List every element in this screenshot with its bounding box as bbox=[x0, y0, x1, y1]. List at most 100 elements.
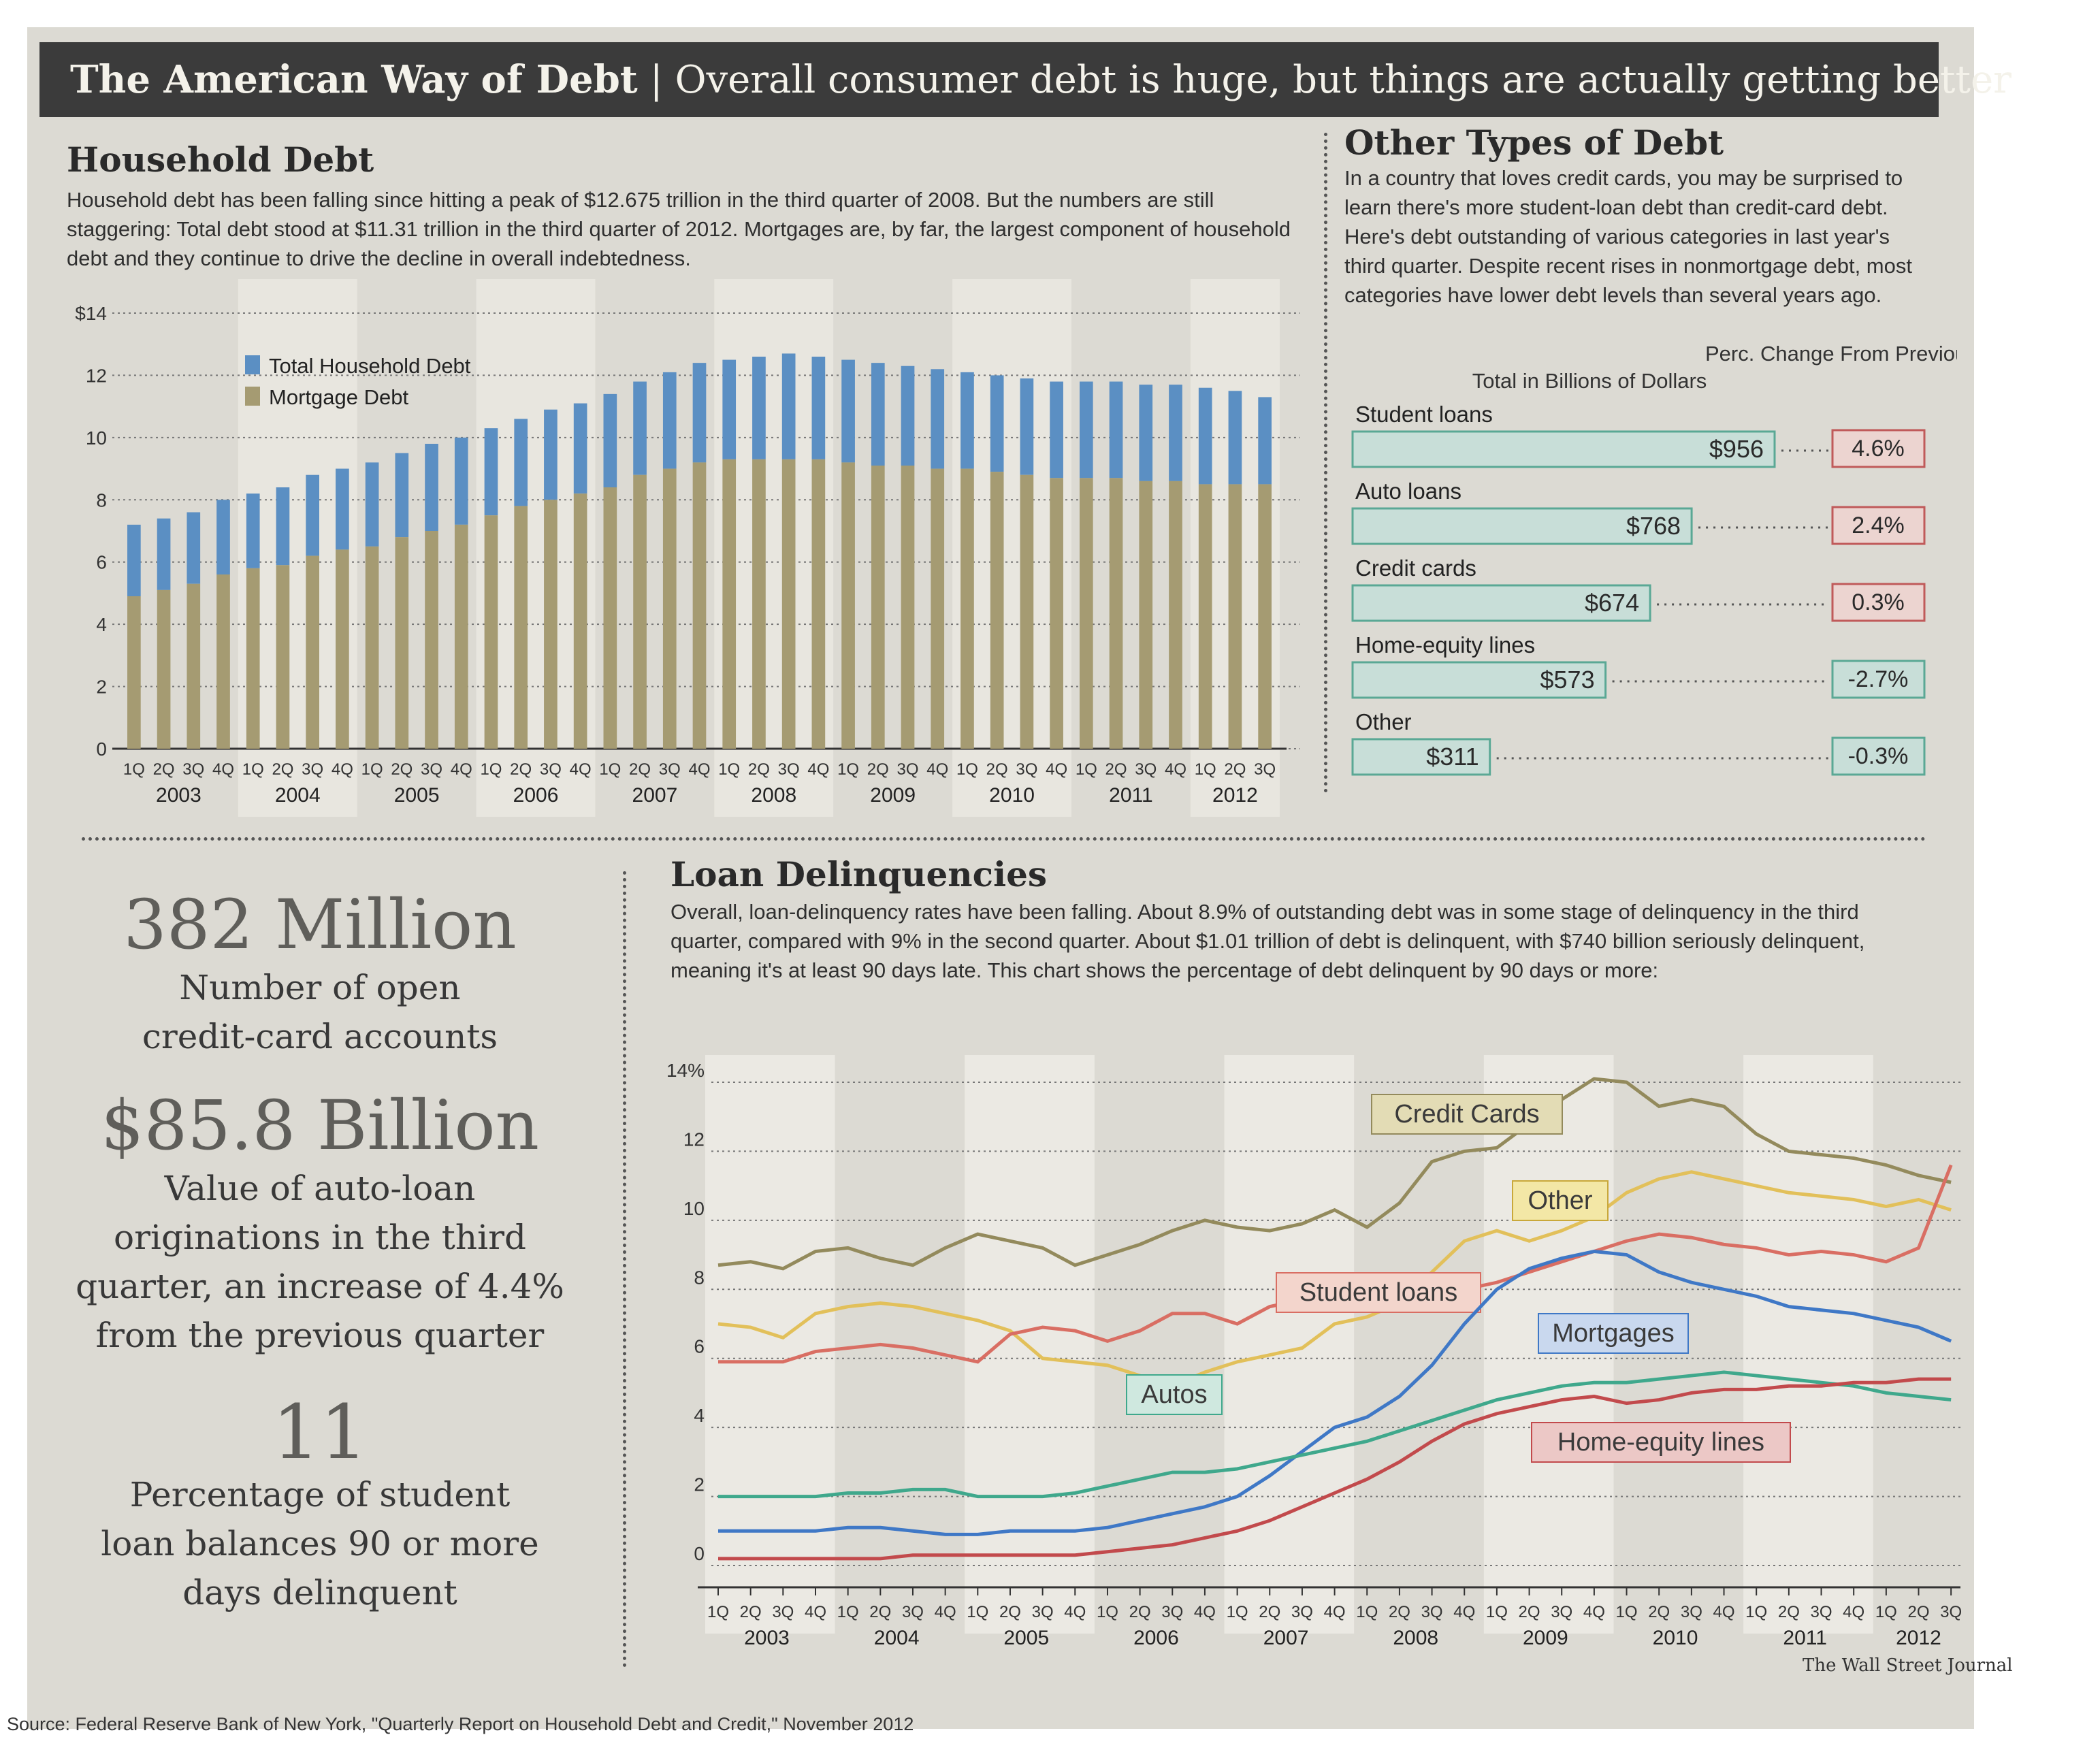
bar-total-household-debt bbox=[1228, 391, 1242, 485]
x-year-label: 2010 bbox=[989, 784, 1035, 807]
x-tick-label: 1Q bbox=[956, 760, 978, 779]
pct-change-label: 0.3% bbox=[1852, 589, 1905, 615]
x-year-label: 2007 bbox=[632, 784, 678, 807]
amount-bar bbox=[1351, 738, 1491, 776]
amount-bar bbox=[1351, 584, 1651, 622]
x-tick-label: 1Q bbox=[123, 760, 145, 779]
bar-mortgage-debt bbox=[395, 537, 409, 749]
series-line-credit-cards bbox=[717, 1077, 1952, 1271]
bar-mortgage-debt bbox=[544, 500, 558, 749]
x-tick-label: 1Q bbox=[837, 760, 859, 779]
x-tick-label: 3Q bbox=[302, 760, 323, 779]
category-label: Student loans bbox=[1355, 402, 1493, 427]
household-text: Household debt has been falling since hi… bbox=[67, 188, 1291, 270]
delinquency-heading: Loan Delinquencies bbox=[671, 854, 1048, 894]
x-year-label: 2012 bbox=[1212, 784, 1258, 807]
x-tick-label: 3Q bbox=[1291, 1603, 1313, 1621]
x-year-label: 2006 bbox=[1133, 1627, 1179, 1649]
x-tick-label: 4Q bbox=[688, 760, 710, 779]
bar-mortgage-debt bbox=[990, 472, 1004, 749]
bar-mortgage-debt bbox=[484, 515, 498, 749]
x-tick-label: 1Q bbox=[1616, 1603, 1638, 1621]
series-label-student-loans: Student loans bbox=[1299, 1278, 1457, 1307]
bar-total-household-debt bbox=[187, 512, 201, 584]
x-year-label: 2005 bbox=[1003, 1627, 1049, 1649]
pct-change-box bbox=[1831, 506, 1926, 545]
series-label-box-autos bbox=[1126, 1374, 1223, 1415]
x-tick-label: 2Q bbox=[1648, 1603, 1670, 1621]
stat-student-loans-desc: Percentage of student loan balances 90 o… bbox=[101, 1475, 539, 1612]
bar-mortgage-debt bbox=[901, 466, 915, 749]
y-tick-label: 2 bbox=[694, 1474, 705, 1495]
x-tick-label: 3Q bbox=[902, 1603, 924, 1621]
category-label: Auto loans bbox=[1355, 478, 1461, 504]
bar-mortgage-debt bbox=[662, 468, 677, 749]
x-tick-label: 2Q bbox=[869, 1603, 891, 1621]
bar-mortgage-debt bbox=[365, 546, 379, 749]
bar-mortgage-debt bbox=[1198, 484, 1212, 749]
x-tick-label: 4Q bbox=[1453, 1603, 1475, 1621]
stat-credit-accounts-desc: Number of open credit-card accounts bbox=[142, 968, 498, 1056]
stat-credit-accounts-value: 382 Million bbox=[123, 885, 517, 964]
bar-total-household-debt bbox=[1079, 381, 1093, 478]
x-tick-label: 1Q bbox=[480, 760, 502, 779]
col-header-change: Perc. Change From Previous Qrt. bbox=[1705, 342, 1957, 366]
bar-total-household-debt bbox=[573, 403, 587, 494]
bar-total-household-debt bbox=[1109, 381, 1123, 478]
x-tick-label: 1Q bbox=[361, 760, 383, 779]
household-heading: Household Debt bbox=[67, 140, 374, 180]
x-tick-label: 3Q bbox=[1551, 1603, 1572, 1621]
x-tick-label: 2Q bbox=[740, 1603, 762, 1621]
category-label: Home-equity lines bbox=[1355, 632, 1535, 658]
bar-mortgage-debt bbox=[1139, 481, 1153, 749]
x-tick-label: 4Q bbox=[807, 760, 829, 779]
bar-mortgage-debt bbox=[127, 596, 141, 749]
category-label: Credit cards bbox=[1355, 555, 1476, 581]
series-line-mortgages bbox=[718, 1249, 1952, 1536]
stats-divider bbox=[623, 871, 626, 1668]
amount-label: $674 bbox=[1585, 589, 1639, 617]
x-tick-label: 3Q bbox=[1421, 1603, 1443, 1621]
series-label-mortgages: Mortgages bbox=[1552, 1319, 1675, 1348]
series-label-credit-cards: Credit Cards bbox=[1394, 1100, 1539, 1129]
year-band bbox=[1743, 1055, 1873, 1634]
bar-total-household-debt bbox=[960, 372, 974, 469]
x-year-label: 2007 bbox=[1263, 1627, 1309, 1649]
y-tick-label: 4 bbox=[96, 614, 107, 635]
bar-mortgage-debt bbox=[216, 574, 230, 749]
x-tick-label: 1Q bbox=[242, 760, 264, 779]
bar-mortgage-debt bbox=[692, 462, 707, 749]
bar-mortgage-debt bbox=[931, 468, 945, 749]
bar-total-household-debt bbox=[841, 359, 855, 463]
legend-label-mortgage: Mortgage Debt bbox=[269, 385, 408, 409]
pct-change-label: -0.3% bbox=[1848, 743, 1909, 769]
bar-total-household-debt bbox=[781, 353, 796, 459]
bar-mortgage-debt bbox=[1169, 481, 1182, 749]
bar-mortgage-debt bbox=[1020, 474, 1034, 749]
bar-mortgage-debt bbox=[811, 459, 826, 749]
bar-mortgage-debt bbox=[1258, 484, 1272, 749]
x-tick-label: 3Q bbox=[182, 760, 204, 779]
bar-mortgage-debt bbox=[722, 459, 737, 749]
series-line-home-equity-lines bbox=[718, 1377, 1952, 1561]
x-year-label: 2006 bbox=[513, 784, 559, 807]
x-tick-label: 1Q bbox=[1097, 1603, 1118, 1621]
y-tick-label: 10 bbox=[86, 427, 107, 449]
x-tick-label: 1Q bbox=[1875, 1603, 1897, 1621]
bar-mortgage-debt bbox=[841, 462, 855, 749]
category-label: Other bbox=[1355, 709, 1412, 734]
x-tick-label: 2Q bbox=[986, 760, 1008, 779]
x-tick-label: 4Q bbox=[1194, 1603, 1216, 1621]
amount-bar bbox=[1351, 430, 1776, 468]
series-label-box-home-equity-lines bbox=[1531, 1422, 1791, 1463]
bar-mortgage-debt bbox=[276, 565, 290, 749]
y-tick-label: 8 bbox=[96, 489, 107, 510]
bar-mortgage-debt bbox=[1079, 478, 1093, 749]
series-label-box-credit-cards bbox=[1371, 1094, 1563, 1135]
bar-total-household-debt bbox=[365, 462, 379, 547]
x-tick-label: 4Q bbox=[1064, 1603, 1086, 1621]
y-tick-label: 10 bbox=[683, 1198, 705, 1219]
bar-total-household-debt bbox=[1258, 397, 1272, 485]
x-tick-label: 3Q bbox=[1254, 760, 1276, 779]
section-divider bbox=[82, 837, 1926, 841]
